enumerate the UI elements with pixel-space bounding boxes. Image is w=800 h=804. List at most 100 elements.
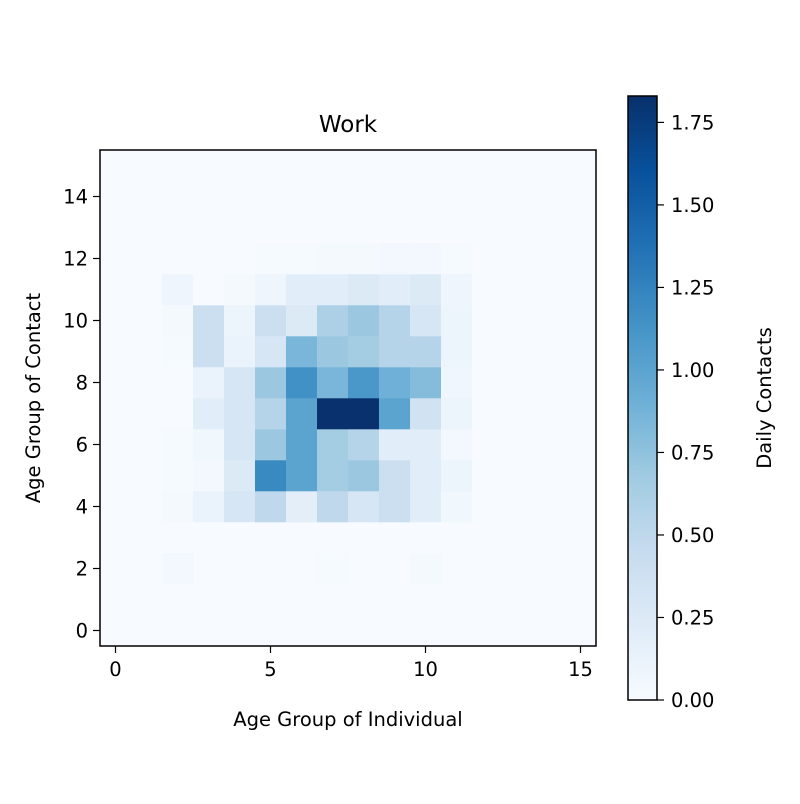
heatmap-cell: [131, 212, 163, 244]
heatmap-cell: [472, 305, 504, 337]
heatmap-cell: [193, 367, 225, 399]
heatmap-cell: [441, 336, 473, 368]
heatmap-cell: [441, 429, 473, 461]
heatmap-cell: [565, 491, 597, 523]
heatmap-cell: [472, 243, 504, 275]
heatmap-cell: [317, 305, 349, 337]
heatmap-cell: [565, 274, 597, 306]
heatmap-cell: [131, 274, 163, 306]
heatmap-cell: [131, 429, 163, 461]
heatmap-cell: [441, 553, 473, 585]
heatmap-cell: [100, 150, 132, 182]
heatmap-cell: [534, 305, 566, 337]
heatmap-cell: [317, 491, 349, 523]
heatmap-cell: [162, 522, 194, 554]
heatmap-cell: [224, 491, 256, 523]
heatmap-cell: [379, 615, 411, 647]
heatmap-cell: [565, 243, 597, 275]
heatmap-cell: [503, 305, 535, 337]
heatmap-cell: [317, 212, 349, 244]
heatmap-cell: [534, 274, 566, 306]
heatmap-cell: [162, 615, 194, 647]
heatmap-cell: [100, 429, 132, 461]
heatmap-cell: [255, 336, 287, 368]
heatmap-cell: [317, 336, 349, 368]
heatmap-cell: [379, 522, 411, 554]
heatmap-cell: [100, 243, 132, 275]
colorbar-tick-label: 0.00: [671, 689, 714, 712]
heatmap-cell: [193, 398, 225, 430]
heatmap-cell: [472, 429, 504, 461]
heatmap-cell: [317, 274, 349, 306]
heatmap-cell: [224, 212, 256, 244]
heatmap-cell: [565, 553, 597, 585]
y-tick-label: 12: [63, 248, 88, 271]
heatmap-cell: [410, 398, 442, 430]
heatmap-cell: [472, 181, 504, 213]
heatmap-cell: [224, 150, 256, 182]
heatmap-cell: [317, 429, 349, 461]
y-tick-label: 4: [76, 496, 88, 519]
heatmap-cell: [162, 553, 194, 585]
heatmap-cell: [503, 584, 535, 616]
heatmap-cell: [441, 491, 473, 523]
heatmap-cell: [193, 429, 225, 461]
heatmap-cell: [379, 584, 411, 616]
heatmap-cell: [410, 584, 442, 616]
heatmap-cell: [348, 429, 380, 461]
heatmap-cell: [286, 243, 318, 275]
heatmap-cell: [565, 305, 597, 337]
x-tick-label: 15: [568, 658, 593, 681]
heatmap-cell: [224, 274, 256, 306]
heatmap-cell: [255, 150, 287, 182]
heatmap-cell: [534, 398, 566, 430]
heatmap-cell: [534, 150, 566, 182]
heatmap-cell: [379, 150, 411, 182]
heatmap-cell: [410, 212, 442, 244]
heatmap-cell: [565, 615, 597, 647]
heatmap-cell: [286, 429, 318, 461]
heatmap-cell: [255, 584, 287, 616]
heatmap-cell: [224, 336, 256, 368]
heatmap-cell: [131, 615, 163, 647]
heatmap-cell: [286, 367, 318, 399]
colorbar-tick-label: 1.25: [671, 276, 714, 299]
heatmap-cell: [286, 305, 318, 337]
heatmap-cell: [441, 398, 473, 430]
heatmap-cell: [565, 150, 597, 182]
heatmap-cell: [472, 336, 504, 368]
heatmap-cell: [410, 181, 442, 213]
heatmap-cell: [100, 553, 132, 585]
heatmap-cell: [317, 460, 349, 492]
heatmap-cell: [410, 367, 442, 399]
heatmap-cell: [410, 336, 442, 368]
heatmap-cell: [534, 243, 566, 275]
heatmap-cell: [224, 615, 256, 647]
heatmap-cell: [565, 336, 597, 368]
heatmap-cell: [410, 305, 442, 337]
heatmap-cell: [100, 274, 132, 306]
heatmap-cell: [348, 336, 380, 368]
heatmap-cell: [441, 367, 473, 399]
heatmap-cell: [410, 553, 442, 585]
heatmap-cell: [503, 274, 535, 306]
heatmap-cell: [534, 522, 566, 554]
heatmap-cell: [379, 305, 411, 337]
heatmap-cell: [224, 181, 256, 213]
y-tick-label: 14: [63, 186, 88, 209]
heatmap-cell: [224, 429, 256, 461]
heatmap-cell: [348, 305, 380, 337]
heatmap-cell: [410, 522, 442, 554]
heatmap-cell: [348, 553, 380, 585]
heatmap-cell: [162, 367, 194, 399]
heatmap-cell: [441, 274, 473, 306]
heatmap-cell: [131, 336, 163, 368]
heatmap-cell: [565, 584, 597, 616]
heatmap-cell: [224, 553, 256, 585]
heatmap-cell: [162, 429, 194, 461]
heatmap-cell: [286, 615, 318, 647]
heatmap-cell: [565, 212, 597, 244]
y-tick-label: 2: [76, 558, 88, 581]
heatmap-cell: [193, 553, 225, 585]
